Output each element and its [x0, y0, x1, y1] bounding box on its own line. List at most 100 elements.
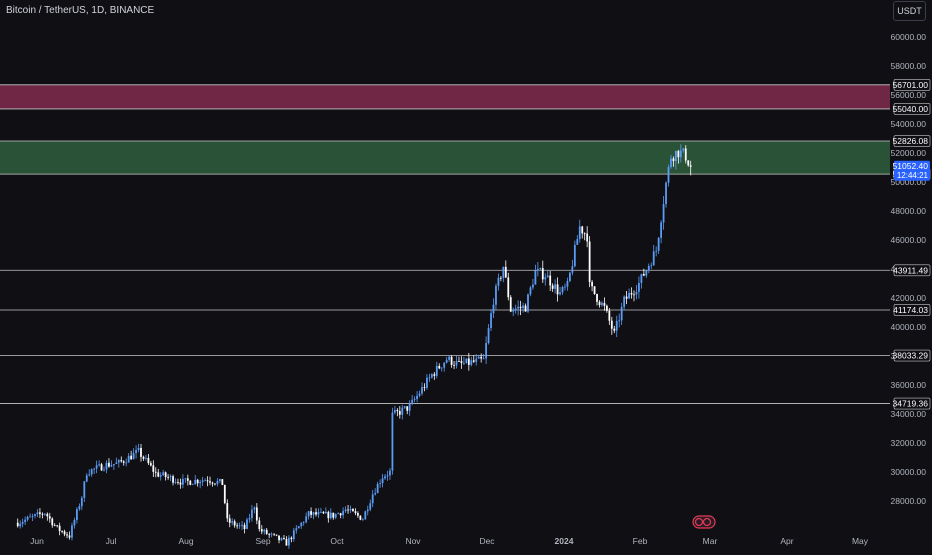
- candle[interactable]: [164, 471, 167, 481]
- candle[interactable]: [364, 510, 367, 520]
- candle[interactable]: [270, 532, 273, 538]
- candle[interactable]: [618, 313, 621, 328]
- candle[interactable]: [228, 514, 231, 528]
- candle[interactable]: [642, 268, 645, 277]
- candle[interactable]: [201, 476, 204, 487]
- candle[interactable]: [445, 356, 448, 364]
- candle[interactable]: [140, 443, 142, 462]
- candle[interactable]: [514, 304, 517, 314]
- candle[interactable]: [149, 460, 152, 467]
- candle[interactable]: [581, 225, 584, 239]
- candle[interactable]: [519, 300, 522, 316]
- candle[interactable]: [551, 283, 554, 292]
- candle[interactable]: [103, 466, 105, 472]
- candle[interactable]: [315, 508, 317, 517]
- candle[interactable]: [396, 408, 399, 417]
- candle[interactable]: [260, 525, 263, 535]
- candle[interactable]: [465, 358, 468, 364]
- candle[interactable]: [608, 307, 611, 325]
- candle[interactable]: [191, 483, 194, 485]
- candle[interactable]: [376, 481, 379, 494]
- candle[interactable]: [258, 517, 261, 532]
- candle[interactable]: [655, 246, 658, 257]
- candle[interactable]: [623, 295, 626, 311]
- candle[interactable]: [588, 236, 591, 288]
- candle[interactable]: [672, 156, 675, 167]
- currency-selector[interactable]: USDT: [893, 1, 926, 21]
- candle[interactable]: [374, 488, 377, 496]
- candle[interactable]: [241, 521, 243, 530]
- candle[interactable]: [196, 478, 199, 487]
- candle[interactable]: [472, 355, 475, 363]
- candle[interactable]: [110, 460, 113, 468]
- candle[interactable]: [630, 287, 633, 299]
- zone-support[interactable]: [0, 141, 890, 175]
- candle[interactable]: [453, 360, 455, 370]
- candle[interactable]: [628, 288, 630, 299]
- candle[interactable]: [186, 474, 189, 486]
- candle[interactable]: [182, 474, 184, 489]
- candle[interactable]: [95, 460, 98, 474]
- candle[interactable]: [324, 507, 327, 514]
- candle[interactable]: [211, 481, 214, 487]
- candle[interactable]: [549, 270, 552, 292]
- candle[interactable]: [497, 273, 500, 291]
- candle[interactable]: [541, 260, 544, 283]
- candle[interactable]: [332, 512, 335, 520]
- candle[interactable]: [90, 468, 93, 477]
- candle[interactable]: [657, 236, 660, 255]
- candle[interactable]: [46, 512, 49, 521]
- candle[interactable]: [253, 506, 256, 514]
- candle[interactable]: [167, 474, 170, 480]
- candle[interactable]: [339, 512, 342, 519]
- candle[interactable]: [499, 276, 502, 282]
- candle[interactable]: [556, 277, 559, 302]
- candle[interactable]: [127, 453, 130, 463]
- candle[interactable]: [334, 513, 337, 520]
- candle[interactable]: [448, 354, 451, 362]
- candle[interactable]: [532, 278, 534, 290]
- candle[interactable]: [221, 479, 224, 486]
- candle[interactable]: [93, 467, 96, 474]
- candle[interactable]: [393, 405, 396, 415]
- candle[interactable]: [273, 533, 276, 536]
- candle[interactable]: [507, 272, 510, 301]
- candle[interactable]: [177, 478, 179, 485]
- candle[interactable]: [19, 520, 22, 529]
- candle[interactable]: [591, 279, 593, 292]
- candle[interactable]: [297, 525, 300, 529]
- candle[interactable]: [645, 269, 648, 278]
- candle[interactable]: [125, 458, 128, 467]
- candle[interactable]: [435, 361, 438, 379]
- candle[interactable]: [295, 525, 298, 534]
- candle[interactable]: [268, 532, 271, 539]
- candle[interactable]: [231, 518, 234, 526]
- candle[interactable]: [487, 324, 490, 345]
- candle[interactable]: [29, 513, 31, 518]
- candle[interactable]: [573, 240, 576, 268]
- candle[interactable]: [524, 303, 527, 312]
- candle[interactable]: [280, 537, 283, 542]
- candle[interactable]: [310, 507, 312, 518]
- candle[interactable]: [529, 285, 532, 297]
- candle[interactable]: [682, 147, 685, 153]
- candle[interactable]: [406, 406, 409, 415]
- candle[interactable]: [635, 284, 638, 300]
- candle[interactable]: [603, 297, 606, 311]
- candle[interactable]: [679, 144, 682, 163]
- candle[interactable]: [598, 300, 601, 308]
- candle[interactable]: [559, 287, 561, 296]
- candle[interactable]: [194, 475, 197, 485]
- candle[interactable]: [275, 534, 278, 537]
- candle[interactable]: [36, 509, 39, 518]
- candle[interactable]: [381, 473, 384, 488]
- candle[interactable]: [386, 470, 389, 481]
- candle[interactable]: [290, 536, 293, 543]
- candle[interactable]: [312, 511, 315, 520]
- candle[interactable]: [216, 478, 219, 487]
- candle[interactable]: [41, 512, 44, 519]
- candle[interactable]: [650, 262, 653, 270]
- candle[interactable]: [495, 283, 497, 311]
- candle[interactable]: [440, 367, 443, 372]
- candle[interactable]: [569, 271, 571, 283]
